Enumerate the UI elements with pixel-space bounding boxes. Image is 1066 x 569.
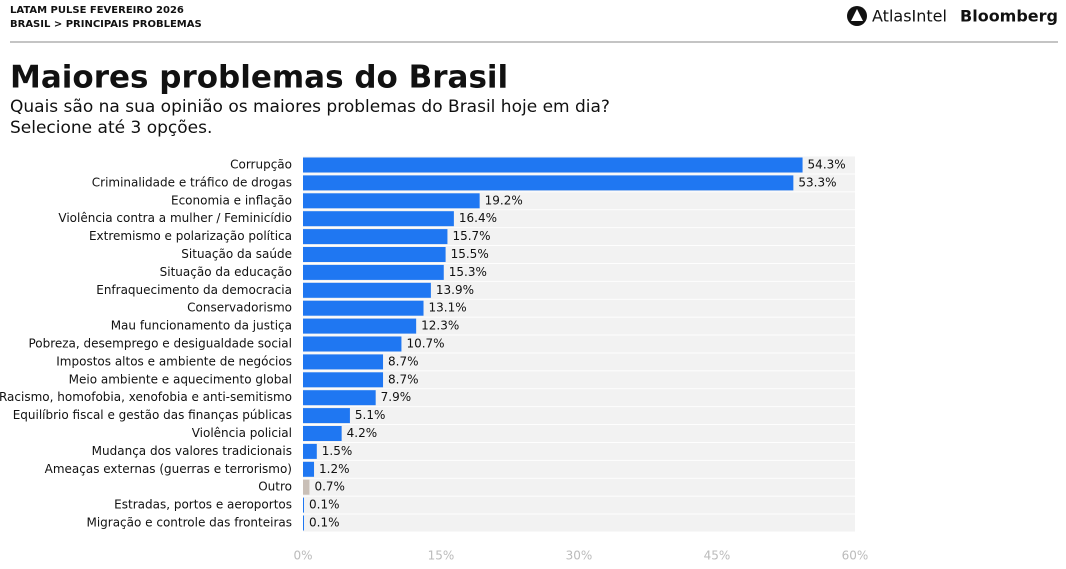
x-tick-label: 0% (293, 549, 312, 563)
bar (303, 461, 315, 477)
category-label: Outro (258, 480, 292, 494)
bar (303, 300, 424, 316)
bar (303, 247, 446, 262)
category-label: Violência policial (192, 426, 292, 440)
value-label: 5.1% (355, 408, 386, 422)
row-band (303, 514, 855, 532)
value-label: 7.9% (381, 390, 412, 404)
value-label: 0.1% (309, 498, 340, 512)
bar (303, 318, 417, 334)
value-label: 1.5% (322, 444, 353, 458)
bar (303, 426, 342, 441)
logo-bloomberg: Bloomberg (960, 7, 1058, 26)
bar (303, 336, 402, 352)
category-label: Conservadorismo (187, 301, 292, 315)
value-label: 8.7% (388, 372, 419, 386)
value-label: 15.3% (449, 265, 487, 279)
bar (303, 157, 803, 173)
chart-title: Maiores problemas do Brasil (10, 60, 508, 96)
value-label: 54.3% (808, 158, 846, 172)
row-band (303, 281, 855, 299)
category-label: Economia e inflação (171, 193, 292, 207)
bar (303, 479, 310, 495)
bar (303, 372, 384, 388)
category-label: Mudança dos valores tradicionais (92, 444, 292, 458)
logo-atlas: AtlasIntel (872, 7, 947, 26)
bar (303, 175, 794, 191)
category-label: Equilíbrio fiscal e gestão das finanças … (13, 408, 292, 422)
value-label: 4.2% (347, 426, 378, 440)
row-band (303, 317, 855, 335)
bar (303, 282, 431, 298)
row-band (303, 389, 855, 407)
row-band (303, 442, 855, 460)
breadcrumb: BRASIL > PRINCIPAIS PROBLEMAS (10, 19, 202, 30)
bar (303, 193, 480, 209)
category-label: Situação da saúde (181, 247, 292, 261)
category-label: Extremismo e polarização política (89, 229, 292, 243)
x-tick-label: 30% (566, 549, 593, 563)
value-label: 8.7% (388, 354, 419, 368)
category-label: Meio ambiente e aquecimento global (69, 372, 292, 386)
row-band (303, 335, 855, 353)
value-label: 13.1% (429, 301, 467, 315)
category-label: Migração e controle das fronteiras (86, 516, 292, 530)
atlas-icon-mark (851, 9, 863, 21)
row-band (303, 407, 855, 425)
category-label: Criminalidade e tráfico de drogas (92, 175, 292, 189)
value-label: 53.3% (798, 175, 836, 189)
bar (303, 354, 384, 370)
x-tick-label: 45% (704, 549, 731, 563)
value-label: 12.3% (421, 319, 459, 333)
category-label: Enfraquecimento da democracia (96, 283, 292, 297)
value-label: 0.7% (314, 480, 345, 494)
value-label: 1.2% (319, 462, 350, 476)
value-label: 16.4% (459, 211, 497, 225)
value-label: 0.1% (309, 516, 340, 530)
category-label: Racismo, homofobia, xenofobia e anti-sem… (0, 390, 292, 404)
value-label: 15.5% (451, 247, 489, 261)
bar (303, 443, 317, 459)
category-label: Situação da educação (160, 265, 292, 279)
category-label: Violência contra a mulher / Feminicídio (58, 211, 292, 225)
category-label: Corrupção (230, 158, 292, 172)
row-band (303, 460, 855, 478)
row-band (303, 496, 855, 514)
subtitle: Quais são na sua opinião os maiores prob… (10, 97, 610, 117)
row-band (303, 478, 855, 496)
category-label: Pobreza, desemprego e desigualdade socia… (28, 337, 292, 351)
row-band (303, 371, 855, 389)
bar (303, 408, 350, 424)
row-band (303, 425, 855, 442)
kicker: LATAM PULSE FEVEREIRO 2026 (10, 5, 184, 16)
value-label: 19.2% (485, 193, 523, 207)
category-label: Mau funcionamento da justiça (111, 319, 292, 333)
x-tick-label: 60% (842, 549, 869, 563)
bar (303, 515, 304, 531)
bar (303, 211, 454, 227)
bar (303, 264, 444, 280)
x-tick-label: 15% (428, 549, 455, 563)
bar (303, 390, 376, 406)
bar (303, 229, 448, 245)
value-label: 10.7% (406, 337, 444, 351)
value-label: 15.7% (452, 229, 490, 243)
bar (303, 497, 304, 513)
subtitle: Selecione até 3 opções. (10, 118, 212, 138)
value-label: 13.9% (436, 283, 474, 297)
category-label: Impostos altos e ambiente de negócios (56, 354, 292, 368)
row-band (303, 299, 855, 317)
category-label: Ameaças externas (guerras e terrorismo) (45, 462, 292, 476)
category-label: Estradas, portos e aeroportos (114, 498, 292, 512)
row-band (303, 353, 855, 371)
